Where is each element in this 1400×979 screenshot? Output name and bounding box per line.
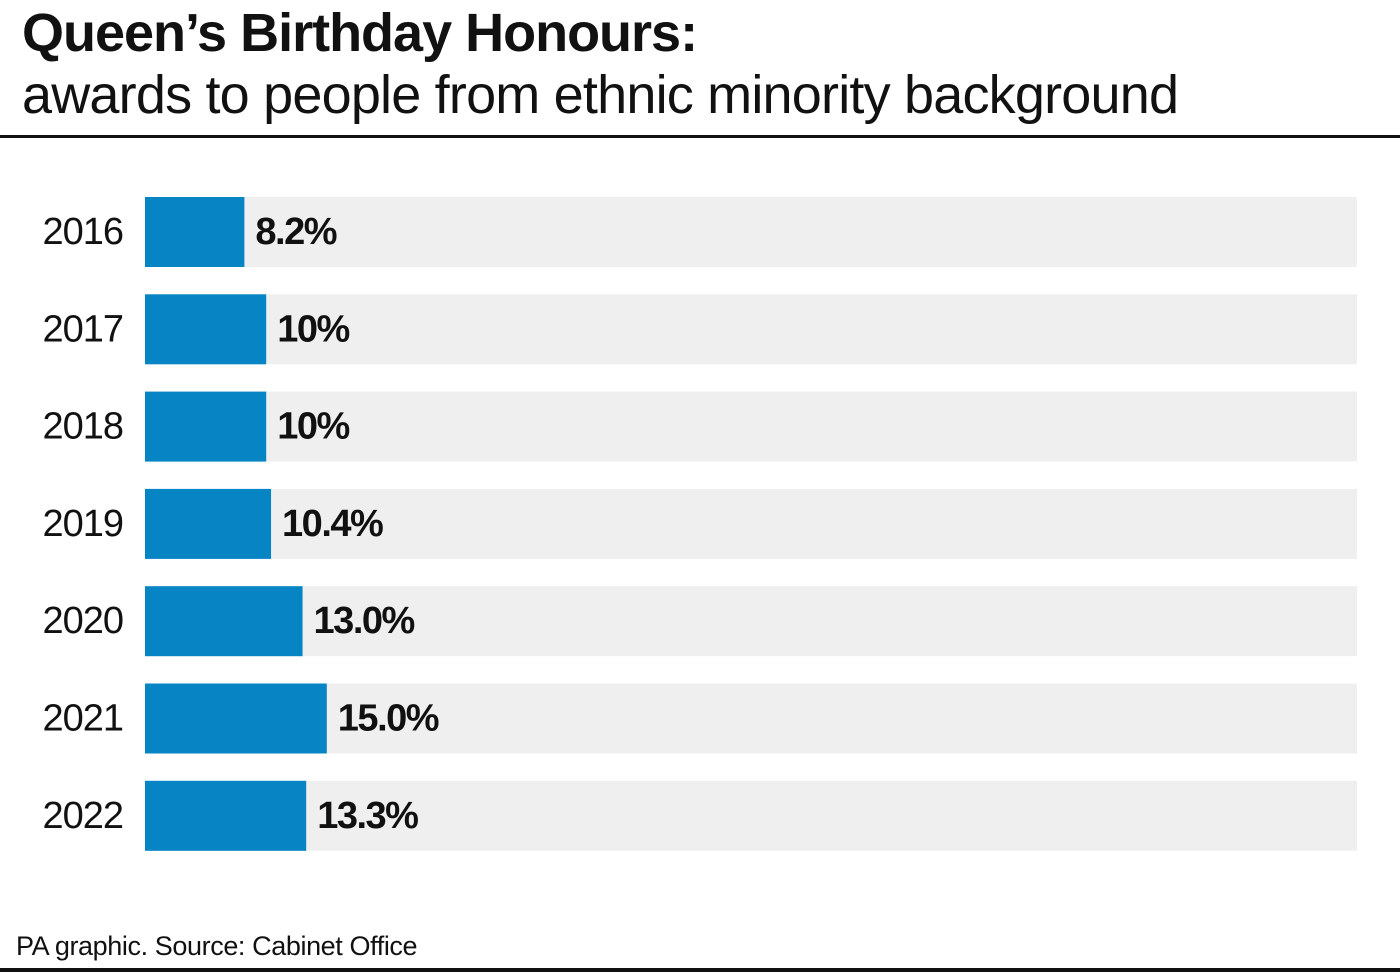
bar (145, 586, 303, 657)
bar (145, 780, 307, 851)
category-label: 2018 (42, 406, 123, 448)
bar-track (145, 683, 1357, 754)
chart-title: Queen’s Birthday Honours: (22, 3, 698, 63)
value-label: 13.0% (314, 600, 415, 642)
category-label: 2019 (42, 503, 123, 545)
bar-track (145, 586, 1357, 657)
bar-track (145, 294, 1357, 365)
value-label: 15.0% (338, 698, 439, 740)
value-label: 10.4% (282, 503, 383, 545)
value-label: 8.2% (255, 211, 336, 253)
bar-track (145, 780, 1357, 851)
header-rule (0, 135, 1400, 138)
bar (145, 197, 245, 267)
value-label: 13.3% (317, 795, 418, 837)
bar-track (145, 391, 1357, 462)
category-label: 2017 (42, 308, 123, 350)
chart-subtitle: awards to people from ethnic minority ba… (22, 65, 1179, 125)
bar (145, 488, 272, 559)
category-label: 2020 (42, 600, 123, 642)
bar (145, 683, 327, 754)
source-note: PA graphic. Source: Cabinet Office (16, 931, 418, 961)
value-label: 10% (277, 308, 349, 350)
footer-rule (0, 968, 1400, 972)
bar-track (145, 197, 1357, 267)
category-label: 2022 (42, 795, 123, 837)
bar-track (145, 488, 1357, 559)
category-label: 2021 (42, 698, 123, 740)
category-label: 2016 (42, 211, 123, 253)
value-label: 10% (277, 406, 349, 448)
bar (145, 391, 267, 462)
bar (145, 294, 267, 365)
